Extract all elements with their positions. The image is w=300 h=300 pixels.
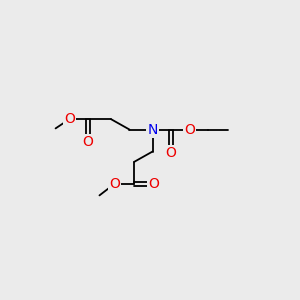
- Text: O: O: [166, 146, 176, 160]
- Text: O: O: [184, 123, 195, 136]
- Text: O: O: [148, 177, 159, 191]
- Text: O: O: [109, 177, 120, 191]
- Text: O: O: [64, 112, 75, 126]
- Text: O: O: [82, 135, 93, 149]
- Text: N: N: [147, 123, 158, 136]
